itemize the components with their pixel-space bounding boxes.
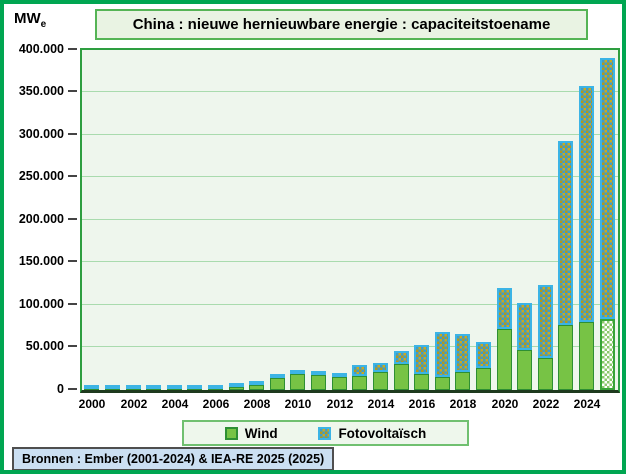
x-axis-tick-label: 2006 <box>202 397 230 411</box>
y-axis-tick-mark <box>68 48 77 50</box>
bar-segment-wind-2019 <box>476 368 491 390</box>
bar-segment-wind-2015 <box>394 364 409 390</box>
bar-segment-wind-2017 <box>435 377 450 390</box>
bar-segment-wind-2013 <box>352 376 367 390</box>
y-axis-tick-label: 0 <box>57 382 64 396</box>
chart-title-text: China : nieuwe hernieuwbare energie : ca… <box>132 16 551 33</box>
x-axis-tick-label: 2018 <box>449 397 477 411</box>
bar-segment-pv-2023 <box>558 141 573 325</box>
y-axis-tick-mark <box>68 90 77 92</box>
y-axis-tick-mark <box>68 218 77 220</box>
bar-segment-wind-2007 <box>229 387 244 390</box>
gridline <box>82 91 618 92</box>
source-box: Bronnen : Ember (2001-2024) & IEA-RE 202… <box>12 447 335 470</box>
legend-wind-label: Wind <box>244 425 278 441</box>
bar-segment-pv-2006 <box>208 385 223 389</box>
gridline <box>82 304 618 305</box>
bar-segment-pv-2008 <box>249 381 264 385</box>
chart-title: China : nieuwe hernieuwbare energie : ca… <box>95 9 588 40</box>
x-axis-tick-label: 2024 <box>573 397 601 411</box>
bar-segment-wind-2020 <box>497 329 512 390</box>
legend-pv-label: Fotovoltaïsch <box>338 425 427 441</box>
y-axis-tick-label: 300.000 <box>18 127 64 141</box>
bar-segment-pv-2022 <box>538 285 553 358</box>
y-axis-tick-mark <box>68 345 77 347</box>
gridline <box>82 346 618 347</box>
gridline <box>82 219 618 220</box>
x-axis-tick-label: 2012 <box>326 397 354 411</box>
legend: Wind Fotovoltaïsch <box>182 420 469 446</box>
bar-segment-pv-2014 <box>373 363 388 372</box>
y-axis-tick-label: 50.000 <box>25 339 64 353</box>
y-axis-unit-label: MWe <box>14 10 47 30</box>
y-axis-tick-mark <box>68 175 77 177</box>
bar-segment-pv-2003 <box>146 385 161 389</box>
bar-segment-pv-2010 <box>290 370 305 374</box>
bar-segment-pv-2024 <box>579 86 594 322</box>
bar-segment-wind-2022 <box>538 358 553 390</box>
x-axis-tick-label: 2014 <box>367 397 395 411</box>
gridline <box>82 176 618 177</box>
bar-segment-pv-2007 <box>229 383 244 387</box>
y-axis-tick-mark <box>68 133 77 135</box>
gridline <box>82 261 618 262</box>
x-axis-tick-label: 2010 <box>284 397 312 411</box>
bar-segment-pv-2012 <box>332 373 347 377</box>
bar-segment-wind-2010 <box>290 374 305 390</box>
bar-segment-wind-2009 <box>270 378 285 390</box>
bar-segment-pv-2005 <box>187 385 202 389</box>
bar-segment-pv-2015 <box>394 351 409 364</box>
x-axis-tick-label: 2016 <box>408 397 436 411</box>
legend-item-pv: Fotovoltaïsch <box>318 426 426 441</box>
bar-segment-pv-2000 <box>84 385 99 389</box>
bar-segment-wind-2023 <box>558 325 573 390</box>
bar-segment-pv-2001 <box>105 385 120 389</box>
bar-segment-pv-2017 <box>435 332 450 377</box>
y-axis-tick-mark <box>68 388 77 390</box>
bar-segment-pv-2002 <box>126 385 141 389</box>
y-axis-tick-label: 400.000 <box>18 42 64 56</box>
y-axis-tick-label: 200.000 <box>18 212 64 226</box>
wind-swatch-icon <box>224 426 238 440</box>
bar-segment-pv-2004 <box>167 385 182 389</box>
bar-segment-pv-2021 <box>517 303 532 350</box>
legend-item-wind: Wind <box>224 425 278 441</box>
x-axis-tick-label: 2020 <box>491 397 519 411</box>
y-axis-tick-mark <box>68 303 77 305</box>
x-axis-tick-label: 2000 <box>78 397 106 411</box>
bar-segment-wind-2012 <box>332 377 347 390</box>
y-axis-tick-label: 150.000 <box>18 254 64 268</box>
bar-segment-wind-2014 <box>373 372 388 390</box>
bar-segment-wind-2011 <box>311 375 326 390</box>
bar-segment-wind-2018 <box>455 372 470 390</box>
bar-segment-pv-2016 <box>414 345 429 374</box>
bar-segment-pv-2019 <box>476 342 491 368</box>
bar-segment-pv-2025 <box>600 58 615 319</box>
y-axis-tick-label: 250.000 <box>18 169 64 183</box>
gridline <box>82 134 618 135</box>
photovoltaic-swatch-icon <box>318 426 332 440</box>
plot-area <box>80 48 620 393</box>
x-axis-tick-label: 2002 <box>120 397 148 411</box>
bar-segment-pv-2009 <box>270 374 285 378</box>
bar-segment-wind-2024 <box>579 322 594 390</box>
bar-segment-pv-2018 <box>455 334 470 372</box>
y-axis-tick-label: 350.000 <box>18 84 64 98</box>
x-axis-tick-label: 2004 <box>161 397 189 411</box>
x-axis-tick-label: 2022 <box>532 397 560 411</box>
bar-segment-wind-2008 <box>249 385 264 390</box>
bar-segment-pv-2020 <box>497 288 512 329</box>
y-axis-tick-mark <box>68 260 77 262</box>
x-axis-tick-label: 2008 <box>243 397 271 411</box>
bar-segment-wind-2025 <box>600 319 615 390</box>
bar-segment-wind-2016 <box>414 374 429 390</box>
y-axis-tick-label: 100.000 <box>18 297 64 311</box>
bar-segment-wind-2021 <box>517 350 532 390</box>
source-text: Bronnen : Ember (2001-2024) & IEA-RE 202… <box>22 452 325 466</box>
bar-segment-pv-2011 <box>311 371 326 375</box>
bar-segment-pv-2013 <box>352 365 367 376</box>
